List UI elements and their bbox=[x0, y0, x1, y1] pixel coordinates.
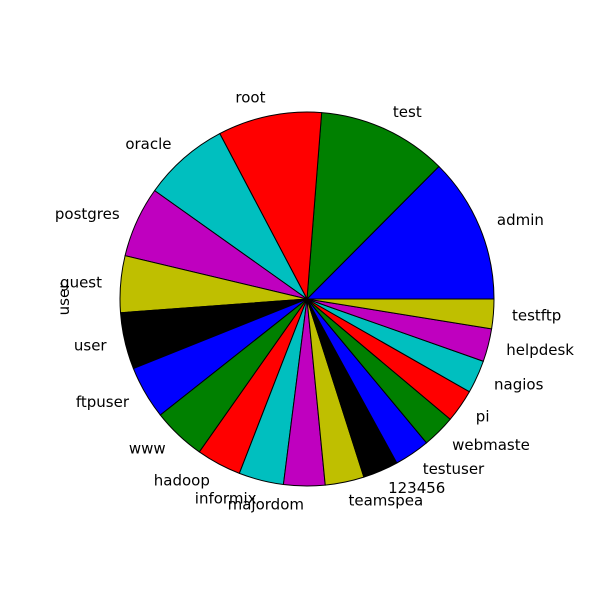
pie-label-majordom: majordom bbox=[228, 496, 304, 514]
pie-label-root: root bbox=[235, 89, 265, 107]
pie-label-webmaste: webmaste bbox=[452, 436, 530, 454]
pie-label-helpdesk: helpdesk bbox=[506, 341, 574, 359]
pie-slice-testftp bbox=[306, 298, 495, 330]
pie-label-guest: guest bbox=[60, 274, 102, 292]
pie-label-oracle: oracle bbox=[125, 135, 171, 153]
pie-label-admin: admin bbox=[497, 211, 544, 229]
pie-slices bbox=[119, 111, 495, 487]
pie-label-informix: informix bbox=[195, 489, 257, 507]
pie-label-pi: pi bbox=[476, 408, 490, 426]
pie-label-user: user bbox=[74, 336, 108, 354]
pie-slice-test bbox=[306, 112, 440, 300]
pie-label-postgres: postgres bbox=[55, 205, 120, 223]
pie-label-ftpuser: ftpuser bbox=[76, 393, 130, 411]
y-axis-label: user bbox=[55, 282, 73, 316]
pie-label-123456: 123456 bbox=[388, 479, 445, 497]
pie-labels: admintestrootoraclepostgresguestuserftpu… bbox=[55, 89, 574, 514]
pie-label-hadoop: hadoop bbox=[154, 471, 210, 489]
pie-slice-admin bbox=[306, 165, 495, 300]
pie-label-testftp: testftp bbox=[512, 307, 561, 325]
pie-label-www: www bbox=[129, 440, 166, 458]
pie-label-nagios: nagios bbox=[494, 376, 544, 394]
pie-label-teamspea: teamspea bbox=[349, 492, 424, 510]
pie-label-testuser: testuser bbox=[423, 460, 485, 478]
pie-slice-root bbox=[219, 111, 323, 300]
pie-label-test: test bbox=[393, 103, 422, 121]
